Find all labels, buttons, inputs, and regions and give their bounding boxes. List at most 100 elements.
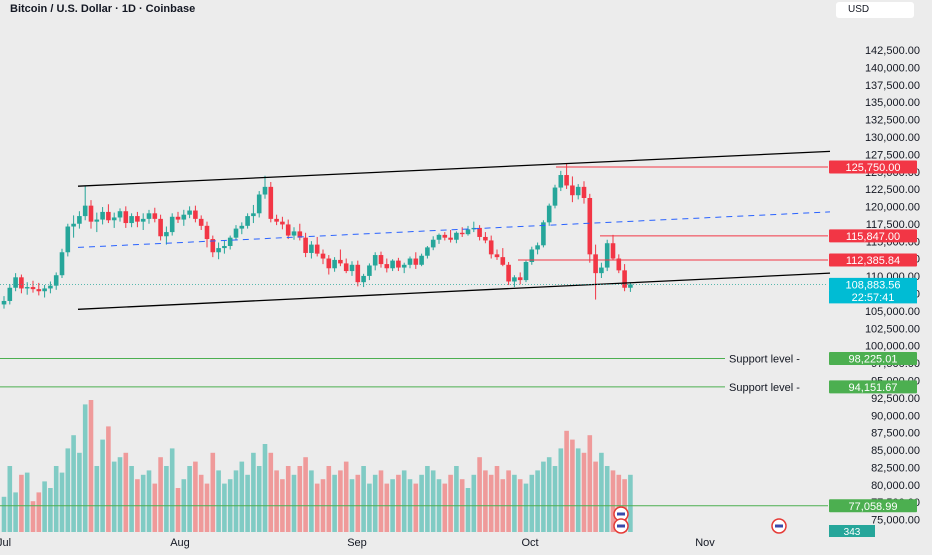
volume-bar	[94, 466, 100, 532]
price-badge-bg	[829, 160, 917, 174]
time-axis-label: Jul	[0, 537, 11, 549]
candle-body	[477, 227, 482, 237]
volume-bar	[82, 404, 88, 532]
candle-body	[372, 255, 378, 266]
candle-body	[558, 175, 564, 188]
volume-bar	[146, 470, 152, 532]
candle-body	[616, 258, 622, 271]
economic-event-icon-inner	[617, 512, 625, 516]
price-badge: 108,883.56	[845, 279, 900, 291]
volume-bar	[106, 426, 111, 532]
candle-body	[59, 252, 65, 276]
candle-body	[604, 243, 610, 268]
candle-body	[193, 210, 198, 219]
price-axis-tick: 90,000.00	[871, 410, 920, 422]
candle-body	[227, 237, 233, 247]
candle-body	[552, 187, 558, 206]
volume-bar	[326, 466, 332, 532]
volume-bar	[297, 466, 303, 532]
volume-bar	[42, 481, 47, 532]
candle-body	[13, 277, 18, 288]
candle-body	[82, 205, 88, 217]
volume-count-badge-bg	[829, 525, 875, 537]
volume-bar	[233, 470, 239, 532]
candle-body	[587, 197, 593, 255]
volume-bar	[1, 496, 7, 532]
economic-event-icon-inner	[775, 524, 783, 528]
volume-bar	[558, 448, 564, 532]
volume-bar	[564, 430, 569, 532]
support-label-bg	[725, 379, 829, 394]
candle-body	[30, 287, 36, 290]
price-axis-tick: 100,000.00	[865, 341, 920, 353]
candle-body	[117, 211, 123, 218]
price-axis-tick: 105,000.00	[865, 306, 920, 318]
candle-body	[297, 231, 303, 238]
candle-body	[419, 255, 424, 265]
volume-bar	[338, 470, 343, 532]
candle-body	[71, 223, 76, 227]
volume-bar	[355, 474, 361, 532]
support-badge-bg	[829, 380, 917, 394]
candle-body	[332, 259, 337, 269]
support-level-label: Support level -	[729, 354, 800, 366]
candle-body	[222, 246, 227, 249]
candle-body	[129, 216, 134, 224]
volume-bar	[448, 474, 453, 532]
volume-bar	[13, 492, 18, 532]
volume-bar	[158, 457, 163, 532]
support-badge: 98,225.01	[849, 354, 898, 366]
candle-body	[448, 237, 453, 240]
candle-body	[622, 270, 627, 288]
price-badge: 125,750.00	[845, 162, 900, 174]
time-axis-label: Aug	[170, 537, 190, 549]
volume-bar	[570, 439, 575, 532]
candle-body	[94, 219, 100, 222]
currency-button[interactable]: USD	[836, 2, 914, 18]
candle-body	[512, 277, 517, 282]
volume-level-badge: 77,058.99	[849, 501, 898, 513]
price-axis-tick: 130,000.00	[865, 132, 920, 144]
candle-body	[53, 275, 59, 286]
volume-bar	[471, 474, 477, 532]
economic-event-icon-inner	[617, 524, 625, 528]
candle-body	[158, 218, 163, 237]
volume-bar	[59, 472, 65, 532]
price-badge-bg	[829, 277, 917, 291]
candle-body	[7, 287, 13, 301]
candle-body	[216, 248, 221, 253]
volume-bar	[262, 444, 268, 532]
volume-bar	[251, 452, 256, 532]
volume-bar	[587, 435, 593, 532]
volume-bar	[198, 474, 204, 532]
volume-bar	[488, 474, 494, 532]
candle-body	[280, 221, 285, 225]
candle-body	[523, 262, 529, 281]
candle-body	[529, 249, 535, 263]
countdown-badge: 22:57:41	[852, 292, 895, 304]
volume-bar	[204, 483, 210, 532]
volume-bar	[7, 466, 13, 532]
volume-bar	[216, 470, 221, 532]
price-badge-bg	[829, 253, 917, 267]
channel-mid-dashed-line	[77, 211, 831, 248]
volume-bar	[343, 461, 349, 532]
candle-body	[164, 232, 169, 237]
candle-body	[251, 213, 256, 217]
candle-body	[610, 243, 616, 259]
candle-body	[581, 186, 587, 198]
volume-bar	[535, 470, 540, 532]
volume-bar	[36, 492, 42, 532]
volume-bar	[610, 470, 616, 532]
time-axis-label: Sep	[347, 537, 367, 549]
candle-body	[326, 258, 332, 269]
volume-bar	[628, 474, 633, 532]
channel-upper-line	[77, 150, 831, 187]
volume-bar	[268, 452, 274, 532]
volume-bar	[401, 470, 407, 532]
candle-body	[123, 211, 129, 224]
volume-bar	[430, 470, 436, 532]
volume-bar	[291, 474, 297, 532]
